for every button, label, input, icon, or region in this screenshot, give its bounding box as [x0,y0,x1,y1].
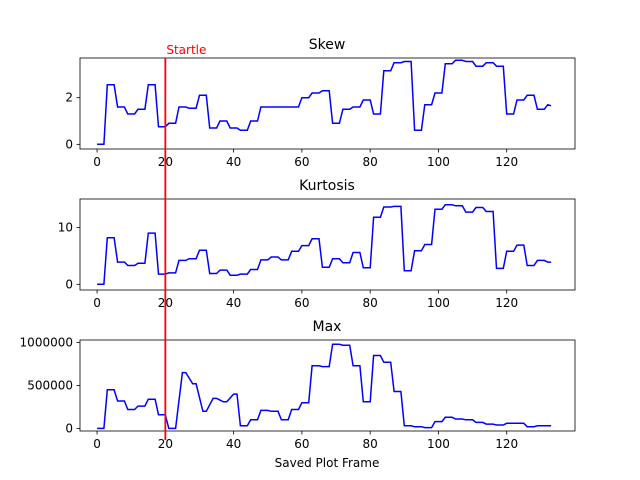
x-tick-label: 0 [93,155,101,169]
y-tick-label: 0 [65,137,73,151]
series-line [97,59,552,146]
x-tick-label: 60 [294,296,309,310]
x-tick-label: 100 [427,296,450,310]
axes-frame [79,198,576,291]
x-tick-label: 40 [226,296,241,310]
subplot-kurtosis: Kurtosis 020406080100120010 [58,178,576,310]
x-tick-label: 120 [495,296,518,310]
x-tick-label: 80 [363,296,378,310]
startle-annotation: Startle [166,43,206,57]
x-tick-label: 80 [363,155,378,169]
kurtosis-title: Kurtosis [299,178,355,194]
axes-frame [79,339,576,432]
x-tick-label: 0 [93,296,101,310]
x-tick-label: 0 [93,437,101,451]
x-tick-label: 80 [363,437,378,451]
skew-plot-area: 02040608010012002 [65,57,576,169]
x-tick-label: 40 [226,437,241,451]
y-tick-label: 1000000 [20,336,73,350]
series-line [97,203,552,286]
x-axis-label: Saved Plot Frame [275,456,380,470]
x-tick-label: 60 [294,155,309,169]
x-tick-label: 20 [158,437,173,451]
series-line [97,343,552,430]
kurtosis-plot-area: 020406080100120010 [58,198,576,310]
skew-title: Skew [309,37,346,53]
x-tick-label: 40 [226,155,241,169]
x-tick-label: 100 [427,155,450,169]
max-plot-area: 0 20 40 60 80 100 120 0 500000 1000000 [20,336,576,451]
subplot-skew: Skew 02040608010012002 [65,37,576,169]
max-title: Max [313,319,342,335]
y-tick-label: 10 [58,220,73,234]
x-tick-label: 60 [294,437,309,451]
x-tick-label: 120 [495,155,518,169]
subplot-max: Max 0 20 40 60 80 100 120 0 500000 1000000 [20,319,576,451]
y-tick-label: 0 [65,277,73,291]
x-tick-label: 120 [495,437,518,451]
y-tick-label: 2 [65,91,73,105]
y-tick-label: 0 [65,421,73,435]
y-tick-label: 500000 [27,379,73,393]
axes-frame [79,57,576,150]
x-tick-label: 100 [427,437,450,451]
